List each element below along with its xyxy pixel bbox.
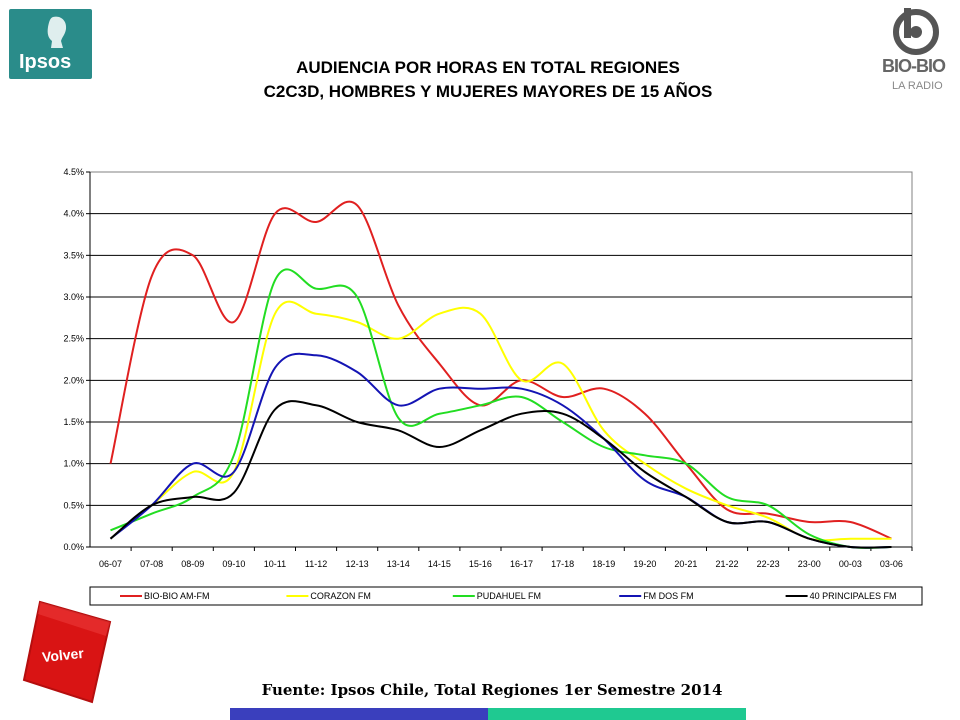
legend-label-1: CORAZON FM [310, 591, 371, 601]
footer-bar-blue [230, 708, 488, 720]
x-tick-label: 13-14 [387, 559, 410, 569]
legend-box [89, 586, 923, 606]
y-tick-label: 1.5% [63, 417, 84, 427]
line-chart: 0.0% 0.5% 1.0% 1.5% 2.0% 2.5% 3.0% 3.5% 4.0% 4.5%… [63, 167, 923, 606]
y-tick-label: 3.0% [63, 292, 84, 302]
y-tick-label: 0.5% [63, 500, 84, 510]
ipsos-logo-text: Ipsos [19, 51, 72, 73]
legend-label-0: BIO-BIO AM-FM [144, 591, 210, 601]
x-tick-label: 14-15 [428, 559, 451, 569]
legend-label-2: PUDAHUEL FM [477, 591, 541, 601]
x-tick-label: 08-09 [181, 559, 204, 569]
series-line-2 [110, 268, 892, 549]
x-tick-label: 20-21 [674, 559, 697, 569]
x-tick-label: 18-19 [592, 559, 615, 569]
source-text: Fuente: Ipsos Chile, Total Regiones 1er … [261, 681, 723, 699]
series-line-4 [109, 400, 892, 549]
y-tick-label: 0.0% [63, 542, 84, 552]
chart-title-line1: AUDIENCIA POR HORAS EN TOTAL REGIONES [296, 58, 680, 77]
y-tick-label: 4.0% [63, 209, 84, 219]
legend-label-4: 40 PRINCIPALES FM [810, 591, 897, 601]
volver-button-shape [22, 600, 112, 704]
plot-area [89, 171, 913, 548]
x-tick-label: 11-12 [305, 559, 327, 569]
series-line-1 [109, 300, 892, 542]
ipsos-head-icon [47, 16, 67, 48]
x-tick-label: 10-11 [264, 559, 286, 569]
x-tick-label: 17-18 [551, 559, 574, 569]
x-tick-label: 09-10 [222, 559, 245, 569]
y-tick-label: 3.5% [63, 250, 84, 260]
x-tick-label: 19-20 [633, 559, 656, 569]
series-line-0 [109, 200, 892, 540]
x-tick-label: 03-06 [880, 559, 903, 569]
y-tick-label: 2.0% [63, 375, 84, 385]
biobio-mark-icon [893, 8, 939, 55]
legend-label-3: FM DOS FM [643, 591, 694, 601]
x-tick-label: 21-22 [716, 559, 739, 569]
source-note: Fuente: Ipsos Chile, Total Regiones 1er … [0, 681, 960, 699]
chart-title-line2: C2C3D, HOMBRES Y MUJERES MAYORES DE 15 A… [263, 82, 713, 101]
x-tick-label: 15-16 [469, 559, 492, 569]
y-tick-label: 4.5% [63, 167, 84, 177]
x-tick-label: 22-23 [757, 559, 780, 569]
x-tick-label: 07-08 [140, 559, 163, 569]
y-tick-label: 2.5% [63, 334, 84, 344]
x-tick-label: 16-17 [510, 559, 533, 569]
x-tick-label: 12-13 [346, 559, 369, 569]
footer-bar-green [488, 708, 746, 720]
ipsos-logo: Ipsos [9, 9, 92, 79]
biobio-logo: BIO-BIO LA RADIO [880, 8, 952, 100]
x-tick-label: 06-07 [99, 559, 122, 569]
biobio-logo-text: BIO-BIO [882, 56, 946, 76]
y-tick-label: 1.0% [63, 459, 84, 469]
x-tick-label: 00-03 [839, 559, 862, 569]
biobio-logo-subtext: LA RADIO [892, 80, 943, 92]
x-tick-label: 23-00 [798, 559, 821, 569]
volver-button[interactable]: Volver [22, 600, 114, 704]
